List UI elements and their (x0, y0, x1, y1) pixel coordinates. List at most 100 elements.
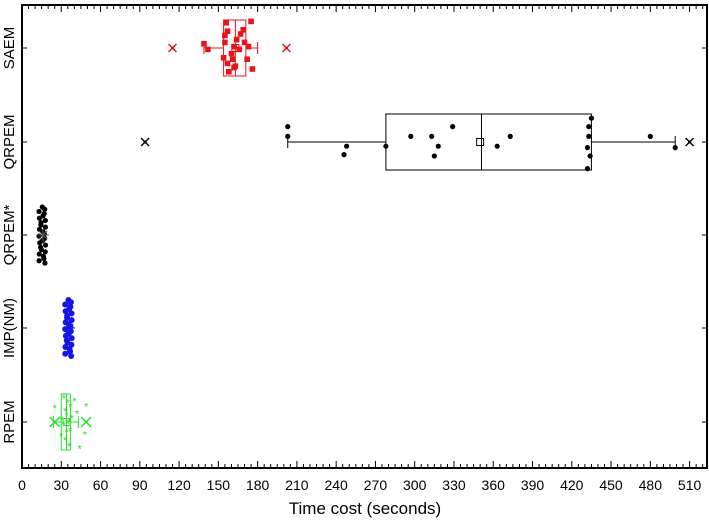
data-point-circle (38, 246, 44, 253)
data-point-star: * (77, 444, 82, 456)
y-label-saem: SAEM (1, 27, 18, 70)
x-tick-label: 510 (678, 477, 702, 493)
outlier-center (53, 420, 57, 424)
data-point-square (220, 55, 227, 61)
data-point-star: * (67, 417, 72, 429)
data-point-circle (68, 317, 75, 324)
data-point-circle (285, 124, 291, 130)
data-point-circle (38, 222, 44, 228)
data-point-square (223, 20, 230, 26)
data-point-star: * (62, 393, 67, 405)
data-point-square (232, 63, 239, 69)
data-point-circle (42, 206, 48, 212)
data-point-circle (494, 143, 500, 149)
series-saem (168, 18, 291, 77)
data-point-circle (36, 208, 42, 215)
x-tick-label: 150 (207, 477, 231, 493)
data-point-square (245, 43, 252, 50)
data-point-circle (36, 233, 42, 239)
data-point-square (222, 32, 228, 39)
y-label-qrpem: QRPEM* (1, 204, 18, 265)
x-tick-label: 480 (639, 477, 663, 493)
data-point-circle (41, 255, 47, 262)
data-point-star: * (68, 402, 73, 414)
data-point-circle (36, 251, 42, 257)
data-point-circle (587, 153, 593, 159)
data-point-square (205, 46, 211, 53)
data-point-circle (62, 350, 69, 357)
x-tick-label: 90 (132, 477, 148, 493)
data-point-circle (586, 124, 592, 130)
data-point-circle (62, 332, 69, 339)
series-impnm (62, 297, 76, 359)
data-point-circle (672, 145, 678, 151)
series-qrpem (36, 204, 49, 266)
x-tick-label: 210 (285, 477, 309, 493)
data-point-square (241, 39, 248, 46)
x-tick-label: 330 (442, 477, 466, 493)
data-point-square (229, 56, 236, 62)
data-point-circle (42, 249, 48, 255)
data-point-square (244, 56, 250, 62)
y-axis-labels: SAEM QRPEM QRPEM* IMP(NM) RPEM (1, 27, 18, 444)
data-point-square (248, 18, 254, 25)
data-point-circle (42, 224, 49, 230)
data-point-circle (285, 133, 291, 139)
outlier-center (688, 140, 692, 144)
y-label-impnm: IMP(NM) (1, 298, 18, 358)
x-axis-title: Time cost (seconds) (289, 499, 441, 518)
data-point-star: * (63, 435, 68, 447)
data-point-circle (341, 152, 347, 158)
data-point-square (240, 27, 247, 33)
data-point-circle (383, 143, 389, 149)
outlier-center (284, 46, 288, 50)
data-point-star: * (83, 430, 88, 442)
data-point-circle (584, 145, 591, 151)
x-tick-label: 450 (599, 477, 623, 493)
data-point-square (224, 28, 231, 34)
x-tick-label: 120 (167, 477, 191, 493)
series-rpem: ********************* (49, 393, 92, 456)
data-point-star: * (59, 414, 64, 426)
x-tick-label: 0 (18, 477, 26, 493)
data-point-circle (37, 240, 43, 246)
x-tick-label: 180 (246, 477, 270, 493)
data-point-circle (507, 133, 513, 139)
x-tick-label: 60 (93, 477, 109, 493)
x-tick-label: 420 (560, 477, 584, 493)
x-axis-tick-labels: 0 30 60 90 120 150 180 210 240 270 300 330 360 390 420… (18, 477, 701, 493)
box-iqr (385, 113, 592, 171)
data-point-square (222, 39, 228, 46)
data-point-square (237, 31, 244, 37)
data-point-circle (647, 133, 653, 139)
x-tick-label: 240 (324, 477, 348, 493)
data-point-circle (42, 260, 48, 266)
data-point-square (236, 46, 243, 53)
mean-marker (476, 138, 485, 146)
mean-marker (62, 418, 71, 426)
data-point-square (201, 41, 207, 47)
data-point-star: * (72, 396, 77, 408)
axes (21, 4, 708, 469)
outlier-center (143, 140, 147, 144)
data-point-star: * (84, 402, 89, 414)
x-tick-label: 390 (521, 477, 545, 493)
data-point-circle (62, 301, 69, 308)
data-point-circle (344, 143, 350, 149)
data-point-square (226, 69, 232, 75)
x-tick-label: 300 (403, 477, 427, 493)
data-point-circle (42, 217, 48, 224)
x-tick-label: 30 (53, 477, 69, 493)
y-label-rpem: RPEM (1, 400, 18, 443)
data-point-star: * (75, 409, 80, 421)
y-label-qrpem: QRPEM (1, 114, 18, 169)
x-tick-label: 360 (482, 477, 506, 493)
plot-area: ********************* (36, 18, 695, 456)
data-point-circle (429, 133, 435, 139)
data-point-star: * (53, 403, 58, 415)
data-point-star: * (63, 406, 68, 418)
data-point-star: * (64, 427, 69, 439)
data-point-star: * (66, 397, 71, 409)
data-point-square (233, 36, 240, 43)
